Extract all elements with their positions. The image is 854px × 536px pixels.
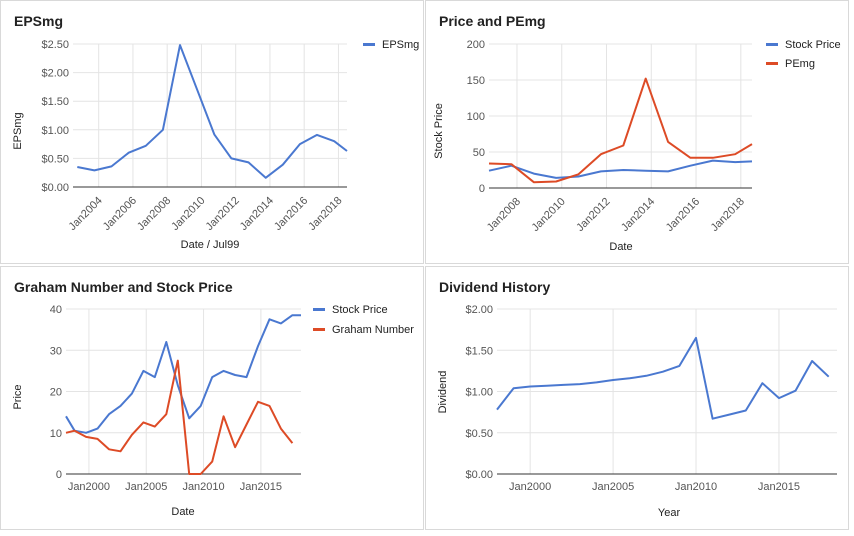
graham-chart: 0 10 20 30 40 Jan2000 Jan2005 Jan2010 Jan2015 Dat… (12, 304, 414, 518)
y-tick-label: $2.00 (465, 304, 493, 316)
y-axis-title: Price (12, 384, 24, 409)
x-tick-label: Jan2006 (101, 195, 139, 233)
price-pe-chart: 0 50 100 150 200 Jan2008 Jan2010 Jan2012 Jan2014… (433, 39, 841, 253)
y-tick-label: 20 (50, 387, 62, 399)
x-tick-label: Jan2005 (592, 481, 634, 493)
graham-chart-title: Graham Number and Stock Price (14, 279, 233, 295)
legend-swatch (766, 43, 778, 46)
x-tick-label: Jan2008 (135, 195, 173, 233)
legend-label: PEmg (785, 58, 815, 70)
price-pe-chart-panel: Price and PEmg 0 50 100 150 200 Jan2008 Jan201… (425, 0, 849, 264)
x-tick-label: Jan2008 (485, 196, 523, 234)
x-tick-label: Jan2016 (664, 196, 702, 234)
y-tick-label: $1.00 (465, 387, 493, 399)
x-tick-label: Jan2012 (574, 196, 612, 234)
series-line-graham-number (65, 359, 294, 475)
x-tick-label: Jan2012 (203, 195, 241, 233)
y-tick-label: $1.50 (465, 345, 493, 357)
graham-chart-panel: Graham Number and Stock Price 0 10 20 30 40 J… (0, 266, 424, 530)
series-line-pemg (488, 77, 753, 184)
legend-swatch (363, 43, 375, 46)
x-tick-label: Jan2000 (509, 481, 551, 493)
eps-chart: $0.00$0.50$1.00$1.50$2.00$2.50Jan2004Jan… (12, 39, 419, 251)
x-tick-label: Jan2010 (169, 195, 207, 233)
x-axis-title: Year (658, 507, 681, 519)
dividend-chart-panel: Dividend History $0.00 $0.50 $1.00 $1.50 $2.… (425, 266, 849, 530)
x-tick-label: Jan2010 (530, 196, 568, 234)
x-tick-label: Jan2014 (619, 196, 657, 234)
legend-label: Stock Price (785, 39, 841, 51)
x-tick-label: Jan2010 (182, 481, 224, 493)
y-tick-label: 100 (467, 111, 485, 123)
y-tick-label: $2.50 (41, 39, 69, 51)
eps-chart-panel: EPSmg $0.00 $0.50 $1.00 $1.50 $2.00 $2.50 Jan2… (0, 0, 424, 264)
dividend-chart-title: Dividend History (439, 279, 551, 295)
legend-swatch (313, 308, 325, 311)
x-tick-label: Jan2016 (272, 195, 310, 233)
y-axis-title: EPSmg (12, 112, 24, 149)
y-tick-label: 10 (50, 428, 62, 440)
legend-label: Stock Price (332, 304, 388, 316)
y-tick-label: $0.50 (41, 153, 69, 165)
price-pe-chart-title: Price and PEmg (439, 13, 546, 29)
legend-swatch (313, 328, 325, 331)
x-tick-label: Jan2015 (240, 481, 282, 493)
y-tick-label: $2.00 (41, 68, 69, 80)
x-axis-title: Date / Jul99 (181, 239, 240, 251)
legend-label: EPSmg (382, 39, 419, 51)
y-tick-label: 200 (467, 39, 485, 51)
x-tick-label: Jan2010 (675, 481, 717, 493)
x-tick-label: Jan2005 (125, 481, 167, 493)
y-tick-label: $1.00 (41, 125, 69, 137)
y-tick-label: $0.50 (465, 428, 493, 440)
y-tick-label: 40 (50, 304, 62, 316)
series-line-dividend (496, 336, 830, 420)
y-tick-label: 0 (56, 469, 62, 481)
x-tick-label: Jan2014 (238, 195, 276, 233)
x-tick-label: Jan2004 (66, 195, 104, 233)
legend-label: Graham Number (332, 324, 414, 336)
x-tick-label: Jan2018 (306, 195, 344, 233)
x-axis-title: Date (171, 506, 194, 518)
dividend-chart: $0.00 $0.50 $1.00 $1.50 $2.00 Jan2000 Jan2005 J… (437, 304, 837, 519)
y-tick-label: 150 (467, 75, 485, 87)
x-tick-label: Jan2015 (758, 481, 800, 493)
y-tick-label: 50 (473, 147, 485, 159)
y-tick-label: $0.00 (465, 469, 493, 481)
y-axis-title: Stock Price (433, 103, 445, 159)
x-axis-title: Date (609, 241, 632, 253)
series-line-stock-price (65, 314, 301, 434)
y-tick-label: 0 (479, 183, 485, 195)
y-tick-label: 30 (50, 345, 62, 357)
y-axis-title: Dividend (437, 371, 449, 414)
legend-swatch (766, 62, 778, 65)
x-tick-label: Jan2018 (709, 196, 747, 234)
x-tick-label: Jan2000 (68, 481, 110, 493)
y-tick-label: $0.00 (41, 182, 69, 194)
eps-chart-title: EPSmg (14, 13, 64, 29)
series-line-epsmg (77, 44, 348, 179)
series-line-stock-price (488, 159, 753, 179)
y-tick-label: $1.50 (41, 96, 69, 108)
